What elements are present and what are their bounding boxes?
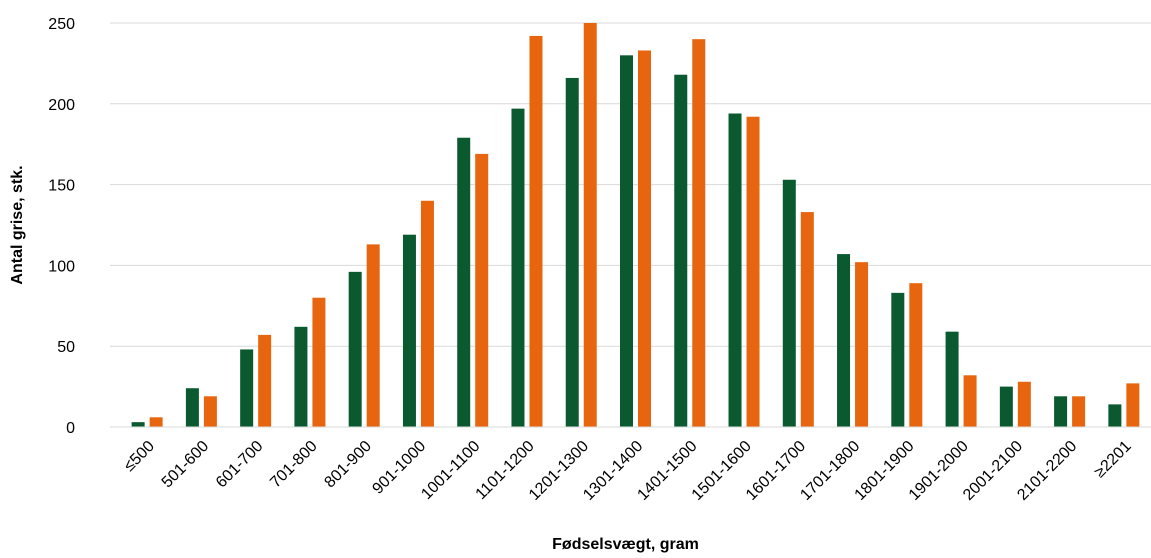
bar-series-1 <box>185 388 199 427</box>
bar-series-1 <box>945 331 959 427</box>
x-tick-label: 2101-2200 <box>1014 438 1080 504</box>
bar-series-1 <box>402 234 416 427</box>
x-tick-label: 601-700 <box>213 438 267 492</box>
bar-series-2 <box>312 297 326 427</box>
bar-series-1 <box>511 108 525 427</box>
bar-series-2 <box>855 262 869 427</box>
bar-series-1 <box>1054 396 1068 427</box>
bar-series-2 <box>529 35 543 427</box>
bar-series-1 <box>131 422 145 427</box>
bar-series-2 <box>800 212 814 427</box>
x-axis-ticks: ≤500 501-600 601-700 701-800 801-900901-1000… <box>121 438 1135 504</box>
bar-series-1 <box>1108 404 1122 427</box>
y-tick-label: 0 <box>66 420 75 437</box>
y-tick-label: 250 <box>48 16 75 33</box>
y-tick-label: 100 <box>48 258 75 275</box>
x-tick-label: ≥2201 <box>1091 438 1134 481</box>
bar-series-2 <box>1072 396 1086 427</box>
bar-series-2 <box>1126 383 1140 427</box>
bar-series-1 <box>565 77 579 427</box>
bar-series-2 <box>692 39 706 427</box>
bar-series-1 <box>240 349 254 427</box>
bar-series-2 <box>203 396 217 427</box>
y-tick-label: 150 <box>48 178 75 195</box>
bar-series-2 <box>149 417 163 427</box>
y-axis-title: Antal grise, stk. <box>9 165 26 284</box>
y-tick-label: 50 <box>57 339 75 356</box>
bar-series-2 <box>475 153 489 427</box>
bar-series-1 <box>620 55 633 427</box>
bar-series-1 <box>294 326 308 427</box>
bar-series-2 <box>1017 381 1031 427</box>
x-axis-title: Fødselsvægt, gram <box>552 536 699 553</box>
x-tick-label: 801-900 <box>321 438 375 492</box>
bar-series-2 <box>366 244 380 427</box>
bar-series-2 <box>583 23 597 427</box>
bar-series-2 <box>420 200 434 427</box>
bar-series-1 <box>674 74 688 427</box>
bar-series-2 <box>258 334 272 427</box>
bar-series-1 <box>457 137 471 427</box>
x-tick-label: 501-600 <box>159 438 213 492</box>
bar-series-1 <box>782 179 796 427</box>
x-tick-label: ≤500 <box>121 438 158 475</box>
y-tick-label: 200 <box>48 97 75 114</box>
bar-series-2 <box>746 116 760 427</box>
bars <box>131 23 1140 428</box>
bar-series-2 <box>963 375 977 427</box>
bar-series-1 <box>348 271 362 427</box>
bar-series-2 <box>638 50 651 428</box>
bar-series-1 <box>999 386 1013 427</box>
bar-series-2 <box>909 283 923 427</box>
y-axis-ticks: 0 50 100 150 200 250 <box>48 16 75 437</box>
x-tick-label: 701-800 <box>267 438 321 492</box>
bar-series-1 <box>891 292 905 427</box>
bar-series-1 <box>728 113 742 427</box>
bar-series-1 <box>837 254 851 427</box>
